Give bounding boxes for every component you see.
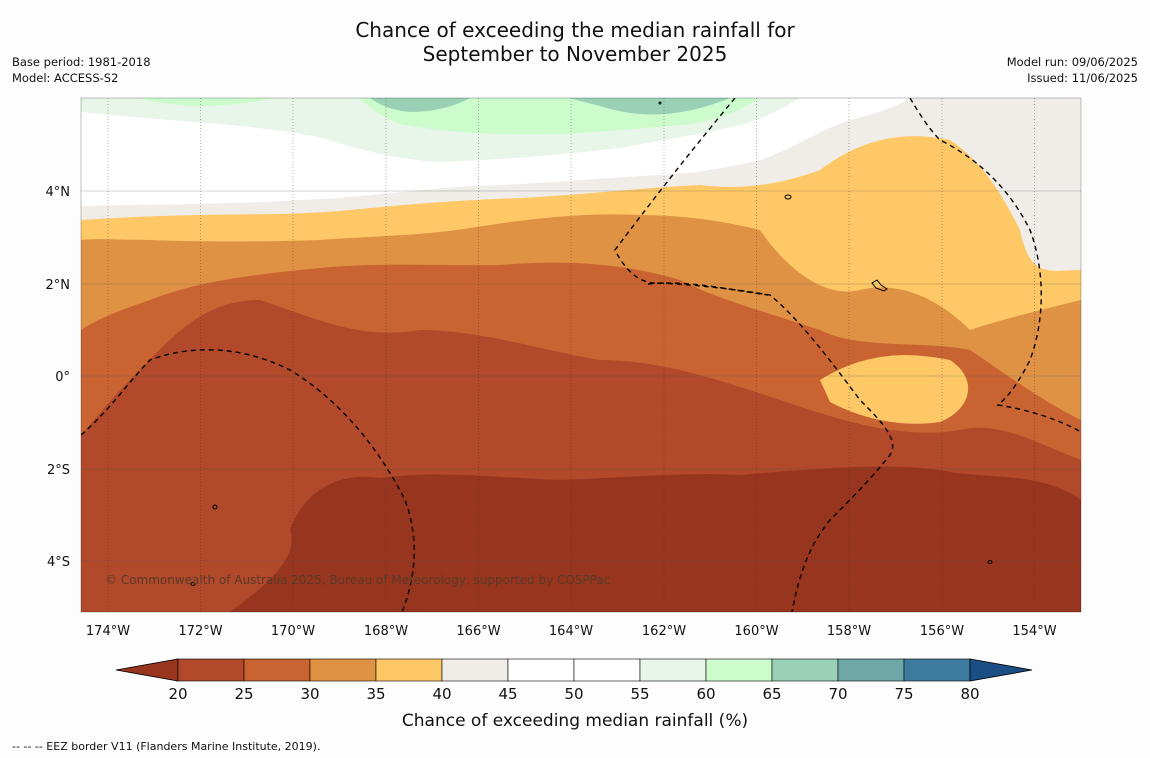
- colorbar-tick-label: 40: [432, 685, 451, 703]
- colorbar-segment: [771, 658, 839, 682]
- lon-label: 160°W: [734, 624, 778, 639]
- title-line-1: Chance of exceeding the median rainfall …: [355, 18, 795, 42]
- eez-borders: [81, 98, 1081, 612]
- islands: [190, 101, 993, 586]
- run-info: Model run: 09/06/2025 Issued: 11/06/2025: [1007, 54, 1138, 86]
- colorbar-segment: [639, 658, 707, 682]
- lat-label: 4°S: [47, 555, 70, 570]
- map-title: Chance of exceeding the median rainfall …: [0, 18, 1150, 66]
- lon-label: 174°W: [86, 624, 130, 639]
- colorbar-tick-label: 25: [234, 685, 253, 703]
- lon-label: 156°W: [920, 624, 964, 639]
- lon-label: 168°W: [364, 624, 408, 639]
- lon-label: 170°W: [271, 624, 315, 639]
- lon-label: 154°W: [1012, 624, 1056, 639]
- zone-65-70: [370, 98, 470, 112]
- colorbar-segment: [441, 658, 509, 682]
- colorbar-tick-label: 20: [168, 685, 187, 703]
- colorbar-title: Chance of exceeding median rainfall (%): [402, 711, 748, 731]
- island-jarvis: [784, 194, 792, 200]
- copyright-notice: © Commonwealth of Australia 2025, Bureau…: [105, 573, 610, 587]
- island-small-2: [212, 504, 218, 510]
- colorbar-segment: [309, 658, 377, 682]
- colorbar-extend-high: [969, 658, 1033, 682]
- lat-label: 2°N: [46, 278, 71, 293]
- model-name: Model: ACCESS-S2: [12, 71, 119, 85]
- colorbar-ticks: 20 25 30 35 40 45 50 55 60 65 70 75 80: [168, 685, 979, 703]
- lat-label: 0°: [55, 370, 70, 385]
- colorbar-tick-label: 75: [894, 685, 913, 703]
- model-run-date: Model run: 09/06/2025: [1006, 55, 1138, 69]
- eez-border-west: [81, 349, 415, 612]
- colorbar-segment: [177, 658, 245, 682]
- colorbar-tick-label: 80: [960, 685, 979, 703]
- colorbar-segment: [573, 658, 641, 682]
- colorbar-segment: [903, 658, 971, 682]
- lon-label: 164°W: [549, 624, 593, 639]
- island-small-1: [190, 582, 196, 586]
- eez-legend-footnote: -- -- -- EEZ border V11 (Flanders Marine…: [12, 740, 321, 753]
- latitude-lines: [81, 190, 1081, 562]
- map-frame: [80, 97, 1082, 613]
- title-line-2: September to November 2025: [422, 42, 728, 66]
- colorbar-segment: [705, 658, 773, 682]
- colorbar-segment: [837, 658, 905, 682]
- colorbar-tick-label: 70: [828, 685, 847, 703]
- eez-border-central-mid: [647, 282, 769, 296]
- colorbar-extend-low: [115, 658, 179, 682]
- latitude-labels: 4°N 2°N 0° 2°S 4°S: [46, 185, 71, 570]
- lon-label: 158°W: [827, 624, 871, 639]
- issued-date: Issued: 11/06/2025: [1027, 71, 1138, 85]
- island-kiritimati: [871, 279, 888, 292]
- zone-60-65-west: [140, 98, 270, 106]
- colorbar-segment: [375, 658, 443, 682]
- lon-label: 172°W: [178, 624, 222, 639]
- lon-label: 162°W: [642, 624, 686, 639]
- longitude-labels: 174°W 172°W 170°W 168°W 166°W 164°W 162°…: [86, 624, 1057, 639]
- zone-40-45-lobe: [820, 355, 969, 424]
- colorbar-tick-label: 65: [762, 685, 781, 703]
- rainfall-probability-field: [81, 98, 1081, 612]
- colorbar-tick-label: 50: [564, 685, 583, 703]
- lon-label: 166°W: [456, 624, 500, 639]
- colorbar-tick-label: 45: [498, 685, 517, 703]
- island-small-4: [658, 101, 662, 105]
- lat-label: 2°S: [47, 463, 70, 478]
- colorbar-tick-label: 55: [630, 685, 649, 703]
- zone-65-70-east: [570, 98, 730, 115]
- eez-border-east: [909, 98, 1081, 433]
- colorbar: [115, 658, 1033, 682]
- eez-border-central: [614, 98, 894, 612]
- colorbar-tick-label: 30: [300, 685, 319, 703]
- colorbar-tick-label: 35: [366, 685, 385, 703]
- base-info: Base period: 1981-2018 Model: ACCESS-S2: [12, 54, 151, 86]
- lat-label: 4°N: [46, 185, 71, 200]
- base-period: Base period: 1981-2018: [12, 55, 151, 69]
- colorbar-segment: [243, 658, 311, 682]
- colorbar-tick-label: 60: [696, 685, 715, 703]
- colorbar-segment: [507, 658, 575, 682]
- island-small-3: [987, 560, 993, 564]
